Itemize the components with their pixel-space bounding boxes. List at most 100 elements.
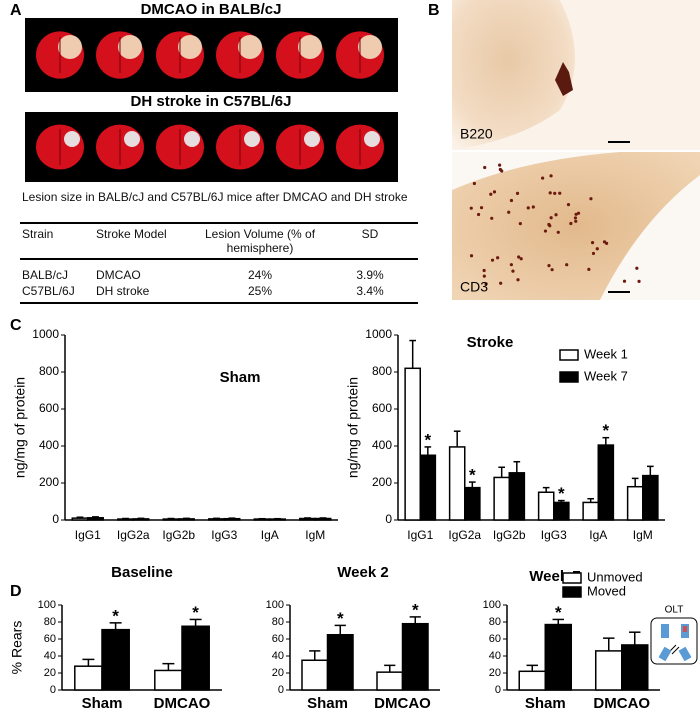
significance-mark: * — [192, 603, 199, 622]
cell — [573, 216, 578, 220]
table: Strain Stroke Model Lesion Volume (% of … — [20, 222, 418, 304]
bar — [154, 669, 183, 691]
x-tick-label: IgA — [261, 528, 279, 542]
chart-title: Week 2 — [337, 564, 388, 581]
y-tick-label: 200 — [372, 475, 392, 489]
lesion — [178, 35, 202, 59]
bar — [87, 517, 104, 521]
cell — [509, 198, 514, 203]
y-tick-label: 60 — [489, 633, 501, 645]
image-label: CD3 — [460, 279, 488, 295]
lesion — [64, 131, 80, 147]
cell — [595, 247, 599, 251]
cell: 3.4% — [356, 284, 384, 298]
legend-swatch — [559, 349, 579, 361]
cell — [516, 278, 520, 282]
header-cell: Stroke Model — [94, 222, 198, 260]
cell — [517, 255, 521, 259]
brain-photo — [25, 18, 398, 92]
y-tick-label: 40 — [44, 650, 56, 662]
y-tick-label: 0 — [385, 512, 392, 526]
stained-cells — [469, 163, 641, 286]
significance-mark: * — [412, 600, 419, 619]
legend-label: Week 1 — [584, 346, 628, 361]
header-cell: Lesion Volume (% of hemisphere) — [198, 222, 322, 260]
x-tick-label: DMCAO — [593, 695, 650, 712]
cell — [499, 281, 503, 285]
cell: 3.9% — [356, 268, 384, 282]
cell — [566, 203, 571, 207]
lesion — [358, 35, 382, 59]
chart-title: Sham — [220, 369, 261, 386]
cell — [489, 192, 493, 196]
tissue — [452, 152, 700, 300]
tissue — [452, 0, 575, 150]
cell — [498, 163, 502, 167]
icon-line — [671, 646, 680, 655]
x-tick-label: IgM — [633, 528, 653, 542]
y-tick-label: 0 — [52, 512, 59, 526]
bar — [181, 625, 210, 691]
table-row: C57BL/6J DH stroke 25% 3.4% — [20, 283, 418, 303]
micrographs: B220 CD3 — [452, 0, 700, 300]
y-tick-label: 1000 — [32, 327, 59, 341]
image-title: DMCAO in BALB/cJ — [141, 1, 282, 18]
cell — [574, 212, 578, 216]
legend-label: Moved — [587, 583, 626, 598]
object — [658, 646, 672, 662]
y-tick-label: 40 — [489, 650, 501, 662]
y-tick-label: 80 — [44, 616, 56, 628]
y-tick-label: 800 — [39, 364, 59, 378]
header-cell: Strain — [20, 222, 94, 260]
lesion — [124, 131, 140, 147]
bar — [582, 501, 599, 521]
cell — [469, 206, 473, 210]
y-tick-label: 800 — [372, 364, 392, 378]
cell — [518, 221, 522, 226]
bar — [642, 474, 659, 521]
cell — [574, 219, 578, 223]
y-axis-label: % Rears — [9, 621, 25, 675]
bar — [518, 670, 546, 691]
bar — [404, 367, 421, 521]
x-tick-label: Sham — [525, 695, 566, 712]
cell — [469, 254, 474, 258]
cell: C57BL/6J — [22, 284, 75, 298]
bar — [448, 446, 466, 521]
y-tick-label: 100 — [266, 599, 284, 611]
x-tick-label: IgM — [305, 528, 325, 542]
cell — [472, 181, 476, 186]
bar — [493, 476, 510, 521]
bar — [299, 517, 316, 521]
bar — [314, 517, 332, 521]
cell — [482, 274, 486, 278]
cell — [558, 191, 562, 195]
x-tick-label: Sham — [82, 695, 123, 712]
lesion-table: Strain Stroke Model Lesion Volume (% of … — [20, 222, 418, 304]
object-mark — [683, 626, 687, 632]
legend-swatch — [559, 371, 579, 383]
header-cell: SD — [322, 222, 418, 260]
lesion — [304, 131, 320, 147]
x-tick-label: DMCAO — [154, 695, 211, 712]
panel-label: C — [10, 317, 22, 334]
cell — [635, 266, 639, 270]
cell — [490, 258, 495, 262]
lesion — [298, 35, 322, 59]
bar — [553, 501, 570, 521]
y-tick-label: 0 — [495, 684, 501, 696]
table-caption: Lesion size in BALB/cJ and C57BL/6J mice… — [22, 190, 408, 204]
cell — [569, 221, 573, 226]
bar — [101, 628, 130, 691]
cell — [549, 216, 553, 220]
cell — [556, 230, 560, 234]
y-tick-label: 200 — [39, 475, 59, 489]
y-tick-label: 600 — [372, 401, 392, 415]
bar — [464, 486, 481, 521]
y-axis-label: ng/mg of protein — [12, 377, 28, 478]
cell — [509, 263, 513, 267]
cell — [548, 191, 552, 195]
y-tick-label: 100 — [483, 599, 501, 611]
image-label: B220 — [460, 126, 493, 142]
image-title: DH stroke in C57BL/6J — [131, 93, 292, 110]
